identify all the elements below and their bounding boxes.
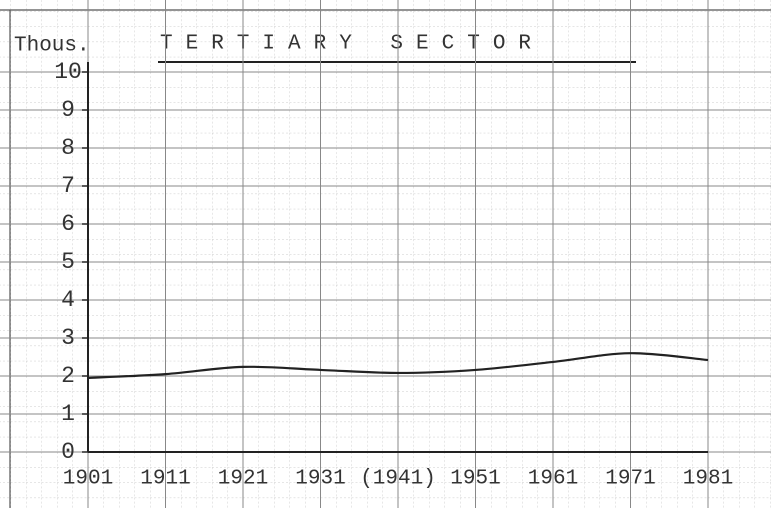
y-tick-label: 2 <box>61 363 75 389</box>
x-tick-label: 1931 <box>295 468 345 491</box>
y-tick-label: 0 <box>61 439 75 465</box>
x-tick-label: (1941) <box>360 468 436 491</box>
y-tick-label: 3 <box>61 325 75 351</box>
y-axis-label: Thous. <box>14 35 90 58</box>
x-tick-label: 1981 <box>683 468 733 491</box>
y-tick-label: 6 <box>61 211 75 237</box>
y-tick-label: 9 <box>61 97 75 123</box>
chart-title: TERTIARY SECTOR <box>160 33 544 56</box>
x-tick-label: 1971 <box>605 468 655 491</box>
y-tick-label: 10 <box>54 59 82 85</box>
x-tick-label: 1921 <box>218 468 268 491</box>
x-tick-label: 1911 <box>140 468 190 491</box>
x-tick-label: 1951 <box>450 468 500 491</box>
data-line <box>87 352 709 379</box>
y-tick-label: 1 <box>61 401 75 427</box>
y-tick-label: 7 <box>61 173 75 199</box>
y-tick-label: 4 <box>61 287 75 313</box>
x-tick-label: 1961 <box>528 468 578 491</box>
y-tick-label: 8 <box>61 135 75 161</box>
x-tick-label: 1901 <box>63 468 113 491</box>
y-tick-label: 5 <box>61 249 75 275</box>
